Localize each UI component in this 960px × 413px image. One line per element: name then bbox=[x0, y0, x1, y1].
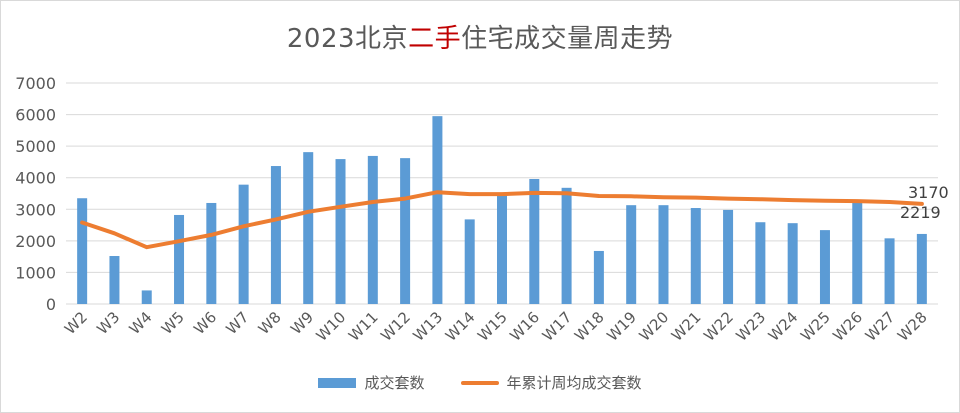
x-tick-label: W3 bbox=[93, 308, 123, 338]
x-tick-label: W27 bbox=[862, 308, 899, 345]
bar bbox=[303, 152, 314, 304]
x-tick-label: W7 bbox=[222, 308, 252, 338]
chart-legend: 成交套数 年累计周均成交套数 bbox=[0, 372, 960, 393]
bar-data-label: 2219 bbox=[900, 203, 941, 222]
x-tick-label: W22 bbox=[700, 308, 737, 345]
bar bbox=[141, 290, 152, 304]
bar bbox=[400, 158, 411, 304]
chart-title-part-3: 住宅成交量周走势 bbox=[461, 24, 674, 54]
bar bbox=[367, 155, 378, 304]
bar bbox=[497, 193, 507, 304]
x-tick-label: W17 bbox=[539, 308, 576, 345]
y-tick-label: 5000 bbox=[15, 137, 56, 156]
x-tick-label: W25 bbox=[797, 308, 834, 345]
series-line bbox=[80, 190, 924, 250]
x-tick-label: W20 bbox=[636, 308, 673, 345]
bar bbox=[174, 214, 185, 304]
legend-item-line: 年累计周均成交套数 bbox=[460, 372, 642, 393]
bar bbox=[884, 238, 895, 304]
x-tick-label: W4 bbox=[126, 308, 156, 338]
bar bbox=[529, 178, 540, 304]
bar bbox=[77, 198, 88, 304]
y-tick-label: 7000 bbox=[15, 74, 56, 93]
legend-label-line: 年累计周均成交套数 bbox=[506, 374, 642, 392]
bar bbox=[755, 222, 766, 304]
x-tick-label: W14 bbox=[442, 308, 479, 345]
x-tick-label: W24 bbox=[765, 308, 802, 345]
bar bbox=[270, 166, 281, 304]
x-tick-label: W9 bbox=[287, 308, 317, 338]
x-tick-label: W16 bbox=[506, 308, 543, 345]
bar bbox=[432, 116, 443, 305]
y-tick-label: 1000 bbox=[15, 263, 56, 282]
bar bbox=[787, 223, 798, 304]
legend-label-bars: 成交套数 bbox=[364, 374, 425, 392]
bar bbox=[109, 256, 120, 304]
bar bbox=[206, 202, 217, 304]
x-tick-label: W28 bbox=[894, 308, 931, 345]
x-tick-label: W11 bbox=[345, 308, 382, 345]
y-tick-label: 0 bbox=[46, 295, 56, 314]
bar bbox=[626, 205, 637, 304]
x-tick-label: W15 bbox=[474, 308, 511, 345]
legend-swatch-line bbox=[460, 380, 499, 385]
bar bbox=[593, 250, 604, 304]
bar bbox=[464, 219, 475, 304]
bar bbox=[238, 184, 249, 304]
y-tick-label: 4000 bbox=[15, 169, 56, 188]
legend-item-bars: 成交套数 bbox=[318, 372, 425, 393]
chart-title-part-1: 2023北京 bbox=[286, 24, 409, 54]
x-tick-label: W2 bbox=[61, 308, 91, 338]
bar bbox=[852, 202, 863, 304]
bar bbox=[658, 205, 669, 304]
y-tick-label: 3000 bbox=[15, 200, 56, 219]
bar bbox=[561, 187, 572, 304]
bar bbox=[723, 209, 734, 304]
bar bbox=[916, 233, 927, 304]
x-tick-label: W23 bbox=[732, 308, 769, 345]
line-data-label: 3170 bbox=[908, 183, 949, 202]
x-tick-label: W26 bbox=[829, 308, 866, 345]
x-tick-label: W21 bbox=[668, 308, 705, 345]
x-tick-label: W13 bbox=[410, 308, 447, 345]
legend-swatch-bars bbox=[318, 377, 357, 388]
x-tick-label: W5 bbox=[158, 308, 188, 338]
x-tick-label: W12 bbox=[377, 308, 414, 345]
x-tick-label: W19 bbox=[603, 308, 640, 345]
x-tick-label: W6 bbox=[190, 308, 220, 338]
y-tick-label: 6000 bbox=[15, 106, 56, 125]
y-tick-label: 2000 bbox=[15, 232, 56, 251]
chart-title-part-2: 二手 bbox=[408, 24, 462, 54]
x-tick-label: W10 bbox=[313, 308, 350, 345]
bar bbox=[690, 208, 701, 304]
bar bbox=[335, 159, 346, 304]
x-tick-label: W18 bbox=[571, 308, 608, 345]
x-tick-label: W8 bbox=[255, 308, 285, 338]
chart-title: 2023北京二手住宅成交量周走势 bbox=[0, 18, 960, 55]
bar bbox=[819, 230, 830, 304]
